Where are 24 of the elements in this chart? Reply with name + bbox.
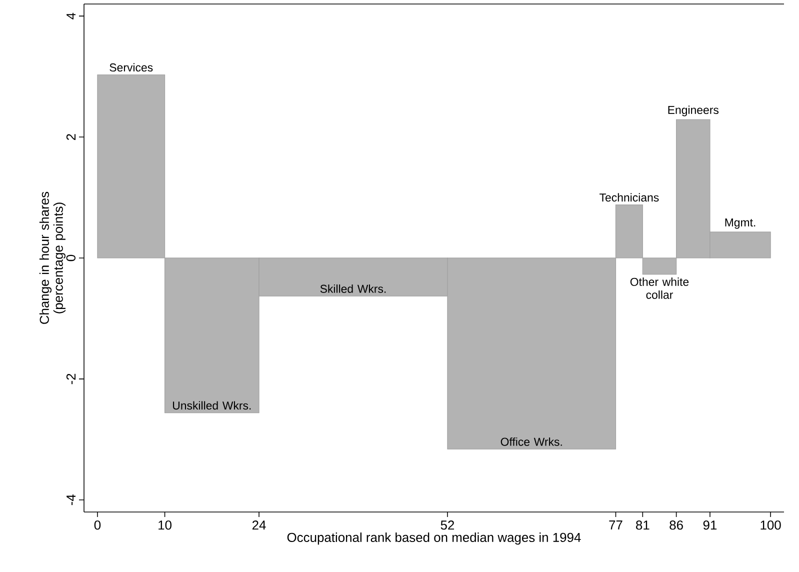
annotation: Services bbox=[110, 63, 153, 72]
annotation: Technicians bbox=[600, 193, 659, 202]
x-tick-label: 81 bbox=[636, 520, 650, 530]
annotation: Unskilled Wkrs. bbox=[173, 401, 251, 410]
y-axis-title: Change in hour shares (percentage points) bbox=[39, 192, 66, 324]
annotation: Other white collar bbox=[630, 278, 689, 299]
x-tick-label: 100 bbox=[760, 520, 781, 530]
annotation: Mgmt. bbox=[725, 218, 756, 229]
y-tick-label: -2 bbox=[66, 374, 76, 384]
annotation: Skilled Wkrs. bbox=[320, 284, 386, 293]
annotation: Office Wrks. bbox=[500, 437, 562, 446]
x-tick-label: 10 bbox=[158, 520, 172, 530]
x-tick-label: 52 bbox=[440, 520, 454, 530]
y-tick-label: -4 bbox=[66, 494, 76, 506]
y-tick-label: 0 bbox=[66, 254, 76, 262]
x-tick-label: 91 bbox=[703, 520, 717, 530]
y-tick-label: 2 bbox=[66, 134, 76, 140]
x-tick-label: 0 bbox=[94, 520, 101, 530]
y-tick-label: 4 bbox=[66, 12, 76, 20]
x-axis-title: Occupational rank based on median wages in 1994 bbox=[287, 532, 581, 545]
annotation: Engineers bbox=[668, 106, 719, 116]
x-tick-label: 77 bbox=[609, 520, 622, 530]
x-tick-label: 86 bbox=[670, 520, 683, 530]
x-tick-label: 24 bbox=[252, 520, 266, 530]
